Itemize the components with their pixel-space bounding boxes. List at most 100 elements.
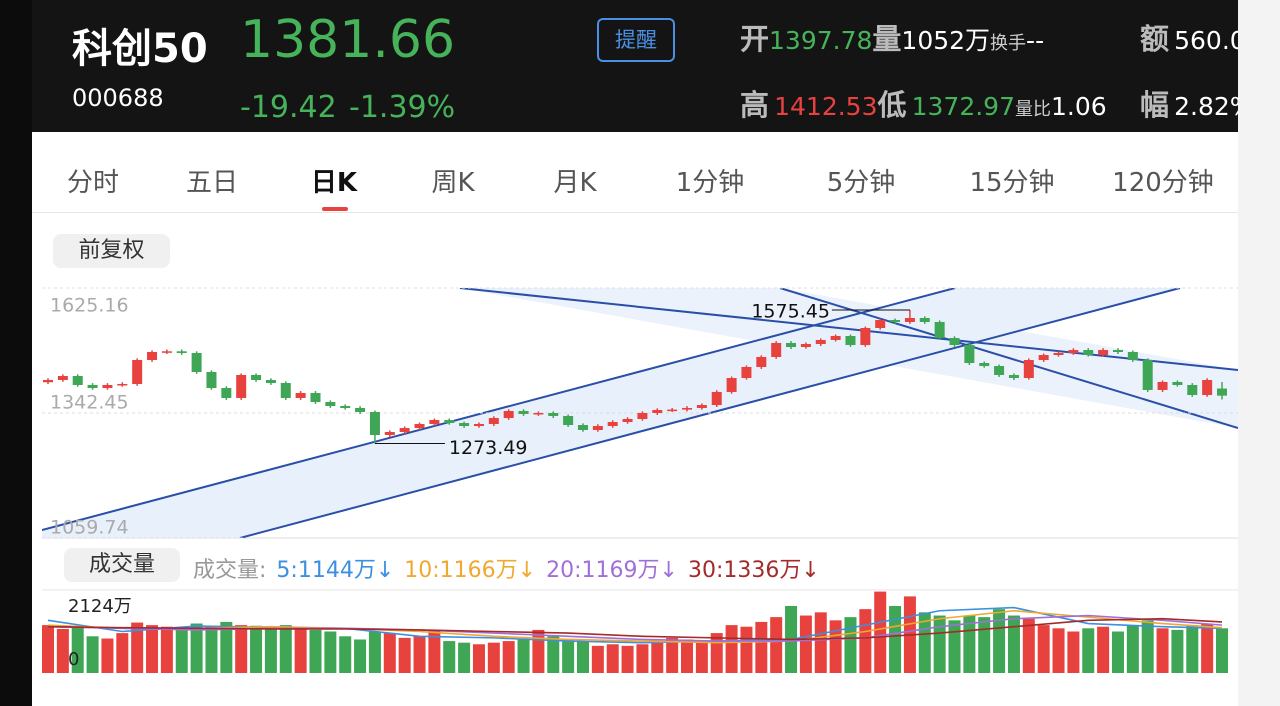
candle-body	[310, 392, 321, 403]
candle-body	[934, 321, 945, 338]
volume-bar	[547, 636, 560, 673]
volume-bar	[1022, 618, 1035, 673]
candle-body	[622, 418, 633, 422]
volume-bar	[324, 631, 337, 673]
candle-body	[815, 339, 826, 345]
tab[interactable]: 五日	[185, 168, 239, 198]
volume-bar	[770, 617, 783, 673]
volume-bar	[1201, 623, 1214, 673]
left-edge	[0, 0, 32, 706]
candle-body	[87, 384, 98, 388]
volume-bar	[235, 625, 248, 673]
volume-bar	[532, 629, 545, 673]
tab[interactable]: 15分钟	[969, 168, 1055, 198]
candle-body	[964, 345, 975, 364]
candle-body	[176, 351, 187, 353]
candle-body	[325, 402, 336, 406]
stats-row: 高 1412.53低 1372.97量比1.06	[740, 82, 1107, 124]
candle-body	[72, 376, 83, 385]
volume-bar	[175, 627, 188, 673]
candle-body	[251, 374, 262, 380]
candle-body	[518, 410, 529, 414]
channel-line	[459, 288, 1238, 371]
volume-bar	[695, 641, 708, 673]
volume-bar	[472, 644, 485, 673]
volume-bar	[1037, 625, 1050, 673]
volume-bar	[131, 622, 144, 673]
candle-body	[741, 366, 752, 379]
volume-bar	[279, 625, 292, 673]
volume-tick-label: 0	[68, 649, 79, 670]
legend-item: 30:1336万↓	[687, 558, 820, 583]
candle-body	[711, 391, 722, 406]
candle-body	[265, 379, 276, 384]
volume-bar	[1126, 625, 1139, 673]
volume-bar	[146, 625, 159, 673]
legend-item: 10:1166万↓	[404, 558, 537, 583]
candle-body	[592, 426, 603, 431]
candle-body	[1083, 350, 1094, 356]
volume-bar	[1007, 615, 1020, 673]
stat-value: 1397.78	[769, 26, 873, 55]
active-tab-underline	[322, 207, 348, 211]
candle-body	[563, 415, 574, 426]
candle-body	[414, 423, 425, 429]
tab[interactable]: 5分钟	[826, 168, 896, 198]
volume-bar	[398, 637, 411, 673]
channel-fill	[460, 288, 1238, 428]
stat-label: 量比	[1015, 99, 1051, 120]
volume-bar	[42, 625, 54, 673]
candle-body	[1202, 379, 1213, 395]
candle-body	[191, 352, 202, 372]
alert-button[interactable]: 提醒	[597, 18, 675, 62]
stat-label: 额	[1140, 22, 1170, 56]
volume-ma-line	[47, 609, 1223, 644]
candle-body	[756, 357, 767, 367]
candle-body	[355, 407, 366, 413]
candle-body	[1157, 381, 1168, 390]
tab[interactable]: 1分钟	[675, 168, 745, 198]
volume-bar	[1141, 620, 1154, 673]
candle-body	[206, 371, 217, 388]
candle-body	[1053, 352, 1064, 356]
volume-bar	[383, 633, 396, 673]
tab[interactable]: 月K	[553, 168, 597, 198]
candle-body	[979, 363, 990, 367]
volume-bar	[1111, 631, 1124, 673]
stat-label: 量	[872, 22, 902, 56]
candle-body	[1008, 374, 1019, 379]
volume-bar	[56, 628, 69, 673]
volume-bar	[264, 627, 277, 673]
candle-body	[860, 327, 871, 346]
legend-item: 20:1169万↓	[546, 558, 678, 583]
header: 科创50 000688 1381.66 -19.42 -1.39% 提醒 开13…	[32, 0, 1238, 132]
tab[interactable]: 分时	[66, 168, 120, 198]
adjust-button[interactable]: 前复权	[53, 234, 170, 268]
tab-divider	[32, 212, 1238, 213]
volume-bar	[636, 644, 649, 673]
volume-bar	[339, 636, 352, 673]
annotation-low: 1273.49	[449, 437, 528, 459]
candle-body	[295, 392, 306, 398]
right-edge	[1238, 0, 1280, 706]
candle-body	[1127, 352, 1138, 361]
candle-body	[340, 405, 351, 408]
volume-bar	[428, 629, 441, 673]
tab[interactable]: 日K	[310, 168, 358, 198]
change-pct: -1.39%	[349, 90, 456, 125]
y-tick-label: 1059.74	[50, 517, 129, 539]
tab[interactable]: 120分钟	[1112, 168, 1214, 198]
stat-value: 1372.97	[911, 92, 1015, 121]
volume-bar	[1097, 626, 1110, 673]
tab[interactable]: 周K	[431, 168, 475, 198]
volume-bar	[814, 612, 827, 673]
volume-bar	[354, 639, 367, 673]
candle-body	[919, 318, 930, 322]
volume-bar	[725, 625, 738, 673]
candle-body	[1172, 381, 1183, 385]
volume-button[interactable]: 成交量	[64, 548, 180, 582]
stat-value: 1.06	[1051, 92, 1107, 121]
candle-body	[1142, 360, 1153, 390]
candle-body	[1112, 350, 1123, 353]
volume-bar	[487, 642, 500, 673]
